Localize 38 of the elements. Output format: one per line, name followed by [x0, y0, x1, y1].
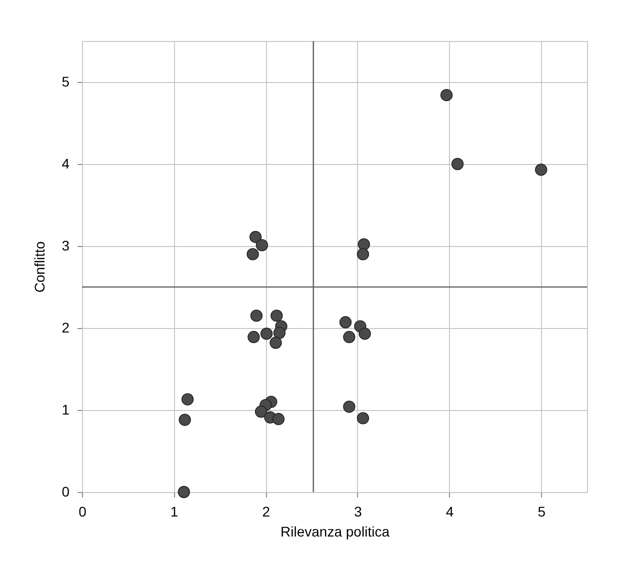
x-axis-title: Rilevanza politica — [280, 524, 390, 540]
point — [178, 486, 190, 498]
y-tick-label: 1 — [62, 402, 70, 418]
y-tick-label: 3 — [62, 238, 70, 254]
point — [356, 412, 370, 424]
point — [270, 336, 282, 349]
y-tick-label: 0 — [62, 484, 70, 500]
point — [249, 230, 262, 244]
point — [343, 400, 356, 413]
point — [358, 238, 370, 250]
x-tick-label: 4 — [446, 504, 454, 520]
x-tick-label: 3 — [354, 504, 362, 520]
point — [358, 328, 371, 340]
x-tick-label: 2 — [262, 504, 270, 520]
point — [343, 330, 356, 344]
point — [250, 310, 263, 322]
y-tick-label: 5 — [62, 74, 70, 90]
x-tick-label: 5 — [538, 504, 546, 520]
point — [181, 393, 194, 406]
point — [451, 158, 464, 170]
x-tick-label: 0 — [78, 504, 87, 520]
point — [440, 89, 453, 102]
y-tick-label: 4 — [62, 156, 70, 172]
point — [178, 414, 191, 426]
point — [272, 412, 285, 426]
point — [246, 248, 259, 260]
y-tick-label: 2 — [62, 320, 70, 336]
point — [356, 248, 370, 260]
point — [260, 328, 273, 340]
point — [339, 316, 352, 328]
point — [534, 164, 548, 176]
point — [270, 310, 283, 322]
x-tick-label: 1 — [170, 504, 178, 520]
point — [273, 326, 286, 340]
y-axis-title: Conflitto — [32, 241, 48, 293]
point — [254, 406, 268, 418]
point — [248, 330, 260, 344]
point — [256, 239, 268, 252]
